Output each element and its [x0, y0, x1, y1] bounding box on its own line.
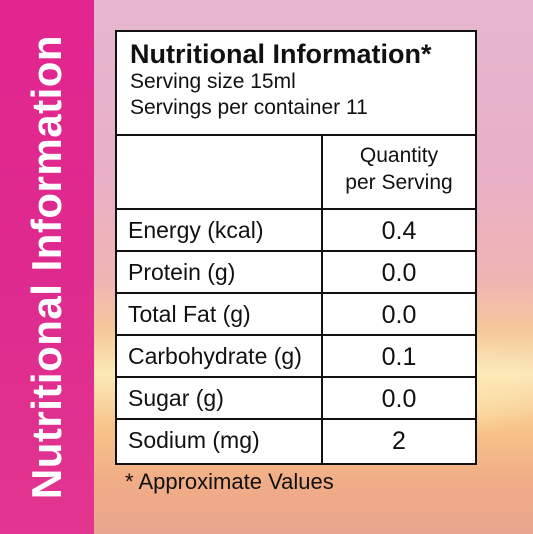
- row-value: 2: [392, 427, 406, 455]
- side-band: Nutritional Information: [0, 0, 94, 534]
- table-row: Carbohydrate (g) 0.1: [117, 334, 475, 376]
- column-divider: [321, 134, 323, 463]
- quantity-header-line2: per Serving: [345, 171, 453, 194]
- row-value: 0.0: [381, 301, 417, 329]
- table-row: Energy (kcal) 0.4: [117, 208, 475, 250]
- table-row: Protein (g) 0.0: [117, 250, 475, 292]
- row-value: 0.0: [381, 259, 417, 287]
- quantity-header-line1: Quantity: [359, 144, 439, 167]
- row-value: 0.1: [381, 343, 417, 371]
- table-row: Sodium (mg) 2: [117, 418, 475, 460]
- serving-size: Serving size 15ml: [130, 70, 296, 93]
- row-label: Total Fat (g): [128, 301, 251, 327]
- row-value: 0.0: [381, 385, 417, 413]
- row-label: Sugar (g): [128, 385, 224, 411]
- side-title: Nutritional Information: [23, 34, 70, 500]
- row-label: Protein (g): [128, 259, 236, 285]
- quantity-column-header: Quantity per Serving: [323, 136, 475, 210]
- panel-title: Nutritional Information*: [130, 39, 432, 69]
- row-label: Energy (kcal): [128, 217, 264, 243]
- row-label: Carbohydrate (g): [128, 343, 302, 369]
- table-row: Sugar (g) 0.0: [117, 376, 475, 418]
- servings-per-container: Servings per container 11: [130, 96, 368, 119]
- footnote: * Approximate Values: [125, 469, 334, 494]
- table-row: Total Fat (g) 0.0: [117, 292, 475, 334]
- nutrition-panel: Nutritional Information* Serving size 15…: [115, 30, 477, 465]
- row-value: 0.4: [381, 217, 417, 245]
- row-label: Sodium (mg): [128, 427, 260, 453]
- panel-header: Nutritional Information* Serving size 15…: [117, 32, 475, 136]
